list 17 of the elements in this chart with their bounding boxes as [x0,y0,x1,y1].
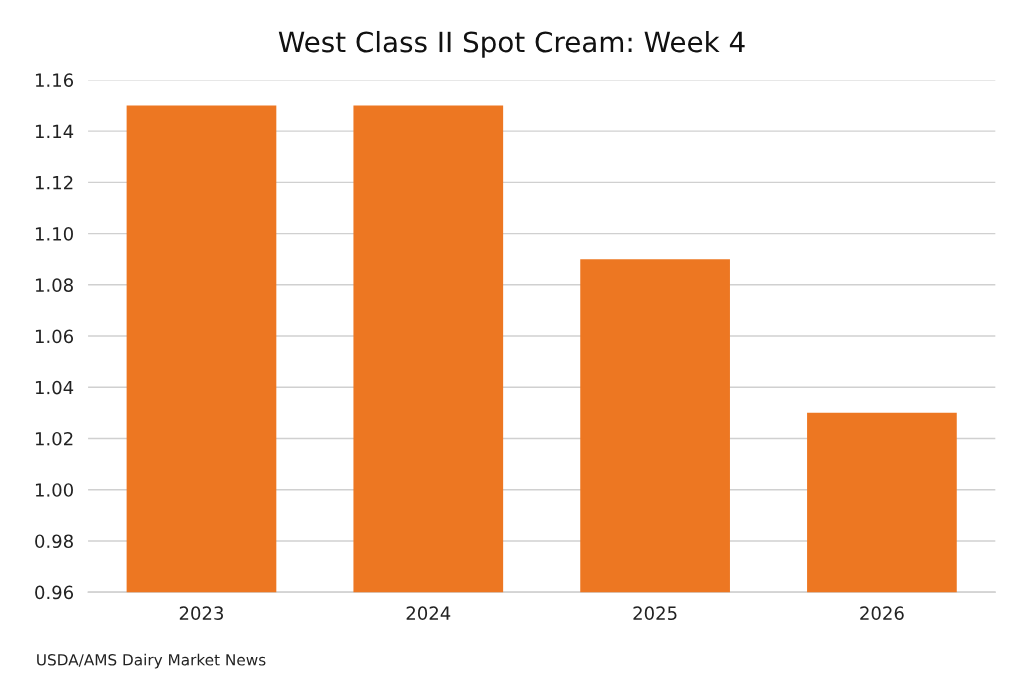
y-tick-label: 0.98 [35,534,73,549]
y-tick-label: 1.10 [35,227,73,241]
text: USDA/AMS Dairy Market News [37,653,266,669]
y-tick-label: 1.02 [35,431,73,446]
x-tick-label: 2023 [179,606,223,621]
x-tick-label: 2024 [406,606,451,621]
y-tick-label: 1.08 [35,278,73,292]
y-tick-label: 0.96 [35,585,74,600]
x-tick-label: 2025 [633,606,677,621]
y-tick-label: 1.06 [35,329,74,344]
y-tick-label: 1.04 [35,380,74,395]
y-tick-label: 1.16 [35,73,74,88]
chart-title: West Class II Spot Cream: Week 4 [278,30,745,58]
y-tick-label: 1.14 [35,124,74,138]
x-tick-label: 2026 [860,606,904,621]
y-tick-label: 1.12 [35,175,73,190]
y-tick-label: 1.00 [35,483,73,497]
